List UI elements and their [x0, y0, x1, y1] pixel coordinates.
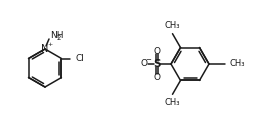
Text: CH₃: CH₃ — [165, 21, 180, 30]
Text: NH: NH — [50, 31, 64, 41]
Text: O: O — [153, 46, 161, 56]
Text: Cl: Cl — [76, 54, 84, 63]
Text: CH₃: CH₃ — [165, 98, 180, 107]
Text: CH₃: CH₃ — [230, 60, 245, 68]
Text: S: S — [153, 59, 161, 69]
Text: N: N — [41, 44, 49, 54]
Text: +: + — [47, 43, 52, 47]
Text: O: O — [153, 73, 161, 81]
Text: 2: 2 — [56, 34, 61, 41]
Text: O: O — [140, 60, 148, 68]
Text: −: − — [145, 57, 151, 63]
